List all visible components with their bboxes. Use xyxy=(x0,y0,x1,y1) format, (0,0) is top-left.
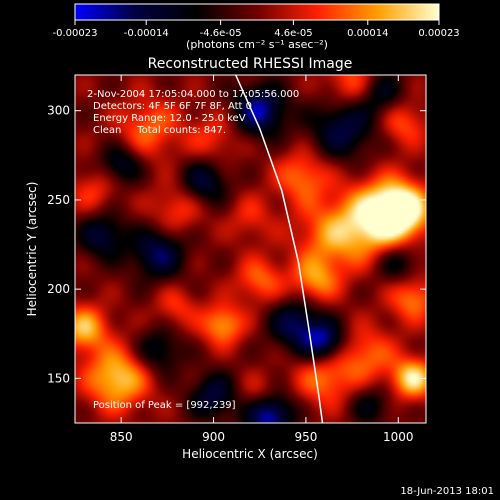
colorbar xyxy=(74,3,440,21)
y-tick-label: 150 xyxy=(47,371,70,385)
heatmap-image xyxy=(75,75,426,423)
colorbar-ticks: -0.00023 -0.00014 -4.6e-05 4.6e-05 0.00014 0.… xyxy=(53,20,460,39)
colorbar-tick-label: 4.6e-05 xyxy=(274,28,312,39)
annotation-peak-position: Position of Peak = [992,239] xyxy=(93,400,236,411)
solar-limb-curve xyxy=(235,75,324,423)
footer-timestamp: 18-Jun-2013 18:01 xyxy=(400,486,494,497)
plot-frame xyxy=(74,74,427,424)
x-axis-ticks: 850 900 950 1000 xyxy=(110,75,414,444)
y-axis-label: Heliocentric Y (arcsec) xyxy=(25,182,39,317)
y-tick-label: 200 xyxy=(47,282,70,296)
x-tick-label: 900 xyxy=(202,430,225,444)
annotation-detectors: Detectors: 4F 5F 6F 7F 8F, Att 0 xyxy=(93,101,252,112)
colorbar-tick-label: -4.6e-05 xyxy=(200,28,242,39)
colorbar-tick-label: -0.00014 xyxy=(124,28,169,39)
annotation-time-range: 2-Nov-2004 17:05:04.000 to 17:05:56.000 xyxy=(87,89,299,100)
annotation-energy-range: Energy Range: 12.0 - 25.0 keV xyxy=(93,113,246,124)
x-tick-label: 1000 xyxy=(383,430,414,444)
colorbar-tick-label: -0.00023 xyxy=(53,28,98,39)
colorbar-tick-label: 0.00023 xyxy=(418,28,459,39)
colorbar-tick-label: 0.00014 xyxy=(347,28,388,39)
y-tick-label: 250 xyxy=(47,193,70,207)
y-tick-label: 300 xyxy=(47,104,70,118)
colorbar-label: (photons cm⁻² s⁻¹ asec⁻²) xyxy=(186,38,328,51)
x-tick-label: 950 xyxy=(294,430,317,444)
x-tick-label: 850 xyxy=(110,430,133,444)
y-axis-ticks: 150 200 250 300 xyxy=(47,104,426,385)
annotation-clean-counts: Clean Total counts: 847. xyxy=(93,125,226,136)
chart-title: Reconstructed RHESSI Image xyxy=(148,56,353,72)
x-axis-label: Heliocentric X (arcsec) xyxy=(182,447,318,461)
